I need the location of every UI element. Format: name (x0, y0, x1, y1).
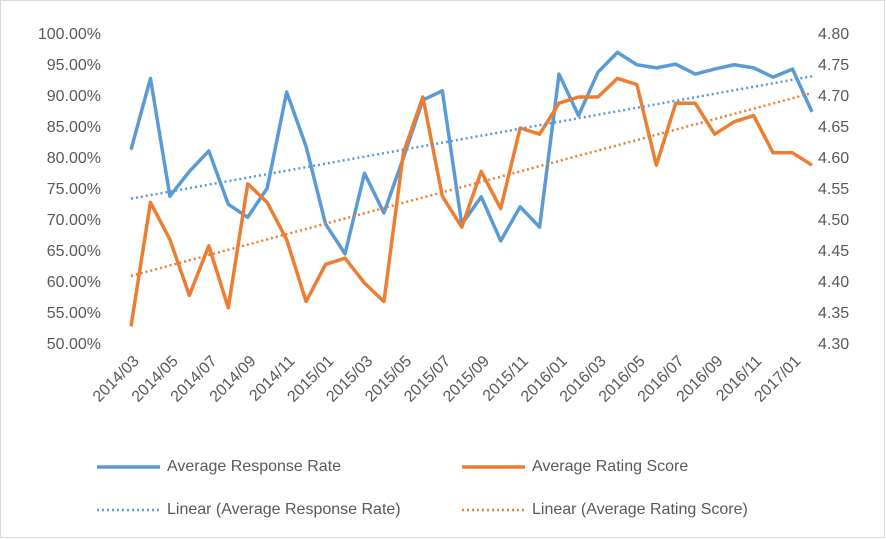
trend-line (130, 75, 813, 200)
y2-tick-label: 4.45 (818, 243, 849, 260)
legend-label: Average Response Rate (167, 458, 341, 475)
y-tick-label: 95.00% (47, 57, 101, 74)
y2-tick-label: 4.75 (818, 57, 849, 74)
y-tick-label: 90.00% (47, 88, 101, 105)
y2-tick-label: 4.65 (818, 119, 849, 136)
y-tick-label: 65.00% (47, 243, 101, 260)
series-line (129, 76, 813, 327)
y2-tick-label: 4.40 (818, 274, 849, 291)
y-tick-label: 60.00% (47, 274, 101, 291)
y2-tick-label: 4.70 (818, 88, 849, 105)
y-tick-label: 50.00% (47, 336, 101, 353)
y-tick-label: 70.00% (47, 212, 101, 229)
y2-tick-label: 4.35 (818, 305, 849, 322)
y2-tick-label: 4.50 (818, 212, 849, 229)
y-tick-label: 80.00% (47, 150, 101, 167)
legend-label: Average Rating Score (532, 458, 688, 475)
y-tick-label: 85.00% (47, 119, 101, 136)
y2-tick-label: 4.60 (818, 150, 849, 167)
legend-label: Linear (Average Rating Score) (532, 501, 748, 518)
y-tick-label: 100.00% (38, 26, 101, 43)
y2-tick-label: 4.80 (818, 26, 849, 43)
y2-tick-label: 4.55 (818, 181, 849, 198)
legend-label: Linear (Average Response Rate) (167, 501, 401, 518)
y-tick-label: 55.00% (47, 305, 101, 322)
y-tick-label: 75.00% (47, 181, 101, 198)
y2-tick-label: 4.30 (818, 336, 849, 353)
